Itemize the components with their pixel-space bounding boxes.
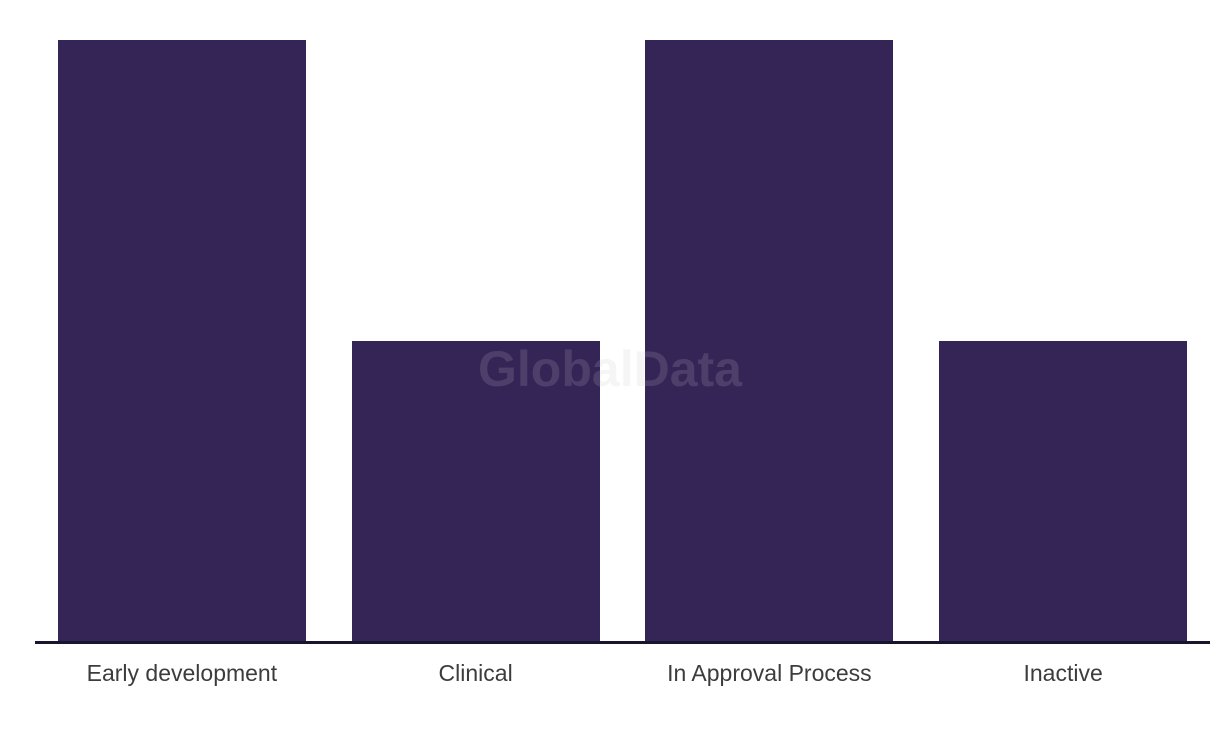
bar-inactive	[939, 340, 1188, 641]
x-axis-labels: Early development Clinical In Approval Pro…	[35, 660, 1210, 687]
bar-clinical	[351, 340, 600, 641]
x-axis-label: Inactive	[1023, 660, 1103, 686]
x-axis-label: In Approval Process	[667, 660, 872, 686]
bar-in-approval-process	[645, 40, 894, 641]
bar-early-development	[57, 40, 306, 641]
x-axis-label: Clinical	[438, 660, 513, 686]
bar-band	[35, 0, 329, 641]
bar-band	[623, 0, 917, 641]
bar-band	[916, 0, 1210, 641]
bar-band	[329, 0, 623, 641]
x-axis-label: Early development	[86, 660, 278, 686]
plot-area	[35, 0, 1210, 644]
